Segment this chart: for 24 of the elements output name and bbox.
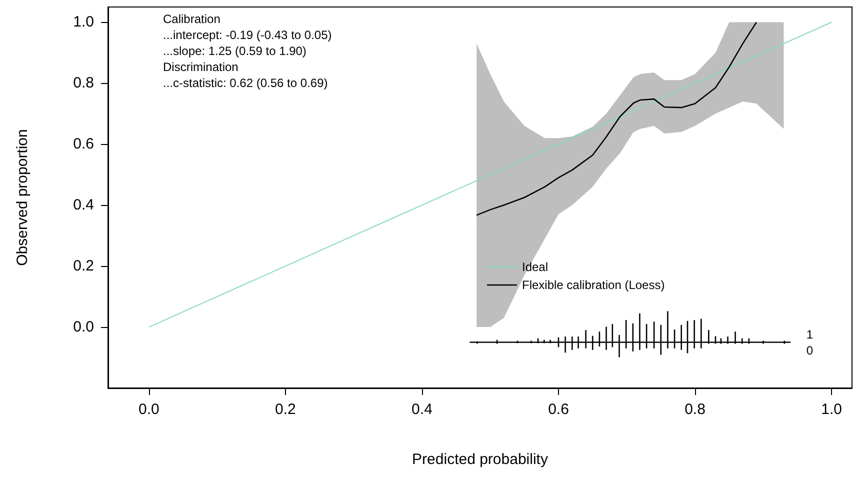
- y-tick-label: 0.8: [73, 74, 94, 92]
- y-axis-title: Observed proportion: [14, 129, 31, 266]
- legend-label: Flexible calibration (Loess): [522, 278, 665, 292]
- annotation: Calibration: [163, 12, 220, 26]
- x-axis-title: Predicted probability: [412, 451, 548, 468]
- x-tick-label: 0.8: [684, 401, 706, 418]
- y-tick-label: 0.2: [73, 258, 94, 275]
- y-tick-label: 0.0: [73, 318, 94, 336]
- x-tick-label: 1.0: [821, 401, 842, 418]
- annotation: ...slope: 1.25 (0.59 to 1.90): [163, 44, 306, 58]
- y-tick-label: 0.6: [73, 136, 94, 153]
- annotation: ...intercept: -0.19 (-0.43 to 0.05): [163, 28, 332, 42]
- x-tick-label: 0.0: [138, 401, 160, 418]
- y-tick-label: 0.4: [73, 196, 94, 214]
- annotation: ...c-statistic: 0.62 (0.56 to 0.69): [163, 76, 328, 90]
- legend-label: Ideal: [522, 260, 548, 274]
- x-tick-label: 0.6: [548, 401, 569, 418]
- series-label: 1: [806, 327, 814, 342]
- y-tick-label: 1.0: [73, 14, 94, 31]
- series-label: 0: [806, 343, 814, 358]
- line-series: [476, 22, 758, 216]
- annotation: Discrimination: [163, 60, 238, 74]
- x-tick-label: 0.4: [412, 401, 432, 418]
- x-tick-label: 0.2: [275, 401, 296, 418]
